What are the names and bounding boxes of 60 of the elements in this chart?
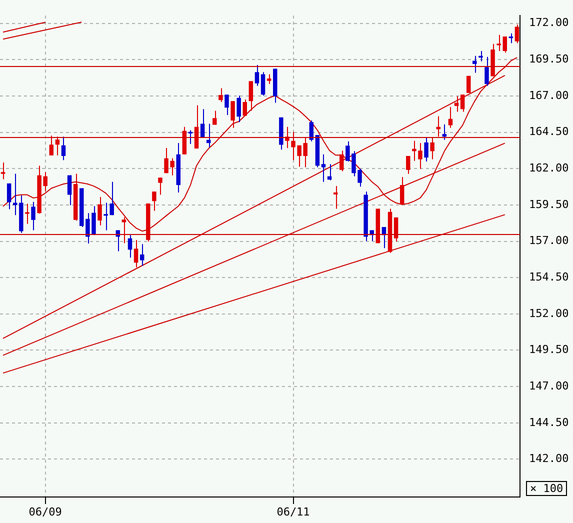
candlestick <box>472 55 477 74</box>
candlestick <box>31 201 36 231</box>
candlestick <box>25 203 30 224</box>
y-tick-label: 159.50 <box>529 198 569 211</box>
candlestick <box>260 72 266 96</box>
candlestick <box>212 110 217 126</box>
y-tick-label: 149.50 <box>529 343 569 356</box>
candlestick <box>321 154 326 182</box>
candlestick <box>242 98 247 116</box>
candlestick <box>122 216 126 244</box>
candlestick <box>460 94 465 112</box>
candlestick <box>248 80 254 112</box>
y-tick-label: 154.50 <box>529 270 569 284</box>
candlestick <box>128 234 132 258</box>
y-tick-label: 162.00 <box>529 161 569 174</box>
x-tick-label: 06/09 <box>28 505 62 518</box>
candlestick <box>448 106 453 128</box>
candlestick <box>134 239 138 268</box>
candlestick <box>200 108 205 138</box>
candlestick <box>442 124 447 140</box>
candlestick <box>224 94 229 116</box>
y-tick-label: 144.50 <box>529 416 569 429</box>
x-tick-label: 06/11 <box>276 505 310 518</box>
candlestick <box>400 176 404 205</box>
y-tick-label: 142.00 <box>529 452 569 466</box>
candlestick <box>478 50 483 62</box>
candlestick <box>430 137 434 160</box>
y-tick-label: 157.00 <box>529 234 569 248</box>
candlestick <box>140 244 144 266</box>
candlestick <box>484 56 489 86</box>
candlestick <box>152 191 156 212</box>
y-tick-label: 167.00 <box>529 88 569 102</box>
candlestick <box>340 150 344 172</box>
candlestick <box>333 186 338 210</box>
candlestick <box>67 174 72 206</box>
candlestick <box>182 126 187 155</box>
candlestick <box>496 34 501 52</box>
candlestick <box>6 182 12 210</box>
candlestick <box>406 155 410 174</box>
y-tick-label: 169.50 <box>529 52 569 66</box>
text: × 100 <box>526 481 568 496</box>
y-tick-label: 152.00 <box>529 306 569 320</box>
candlestick <box>218 88 223 103</box>
candlestick <box>266 74 272 85</box>
candlestick <box>502 36 507 54</box>
candlestick <box>98 196 102 226</box>
candlestick <box>230 100 235 128</box>
candlestick <box>309 120 314 142</box>
y-tick-label: 172.00 <box>529 16 569 30</box>
y-tick-label: 164.50 <box>529 125 569 138</box>
candlestick <box>0 162 6 180</box>
candlestick <box>254 64 260 86</box>
candlestick <box>514 24 520 44</box>
candlestick <box>158 177 162 196</box>
candlestick <box>61 136 66 161</box>
y-tick-label: 147.00 <box>529 379 569 392</box>
candlestick <box>49 135 54 156</box>
candlestick <box>236 95 241 123</box>
candlestick <box>424 137 428 162</box>
candlestick <box>55 136 60 156</box>
